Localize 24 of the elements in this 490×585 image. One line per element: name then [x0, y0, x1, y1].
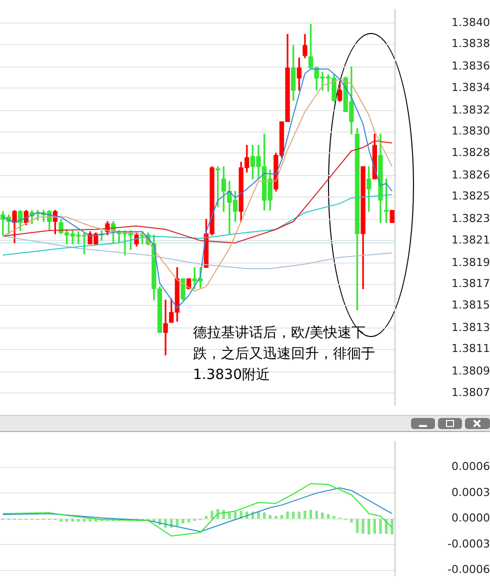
annotation: 德拉基讲话后，欧/美快速下跌，之后又迅速回升，徘徊于1.3830附近	[193, 324, 376, 385]
y-tick-label: 1.3830	[452, 124, 490, 138]
y-tick-label: 1.3807	[452, 386, 490, 399]
y-tick-label: 1.3825	[452, 190, 490, 203]
y-tick-label: 1.3828	[452, 146, 490, 159]
y-tick-label: 1.3817	[452, 277, 490, 290]
y-tick-label: 1.3809	[452, 364, 490, 378]
y-tick-label: 1.3811	[452, 342, 490, 356]
y-tick-label: 1.3834	[452, 80, 490, 94]
y-tick-label: -0.0006	[448, 563, 490, 576]
y-tick-label: 1.3838	[452, 37, 490, 50]
y-tick-label: 1.3823	[452, 212, 490, 226]
y-tick-label: 0.0000	[452, 512, 490, 525]
y-tick-label: -0.0003	[448, 537, 490, 550]
y-tick-label: 1.3826	[452, 168, 490, 182]
y-tick-label: 0.0006	[452, 460, 490, 474]
y-tick-label: 1.3821	[452, 233, 490, 246]
y-tick-label: 1.3815	[452, 298, 490, 312]
y-tick-label: 0.0003	[452, 486, 490, 499]
y-tick-label: 1.3840	[452, 16, 490, 29]
y-tick-label: 1.3832	[452, 103, 490, 116]
y-tick-label: 1.3813	[452, 320, 490, 334]
y-tick-label: 1.3836	[452, 60, 490, 73]
y-tick-label: 1.3819	[452, 256, 490, 269]
